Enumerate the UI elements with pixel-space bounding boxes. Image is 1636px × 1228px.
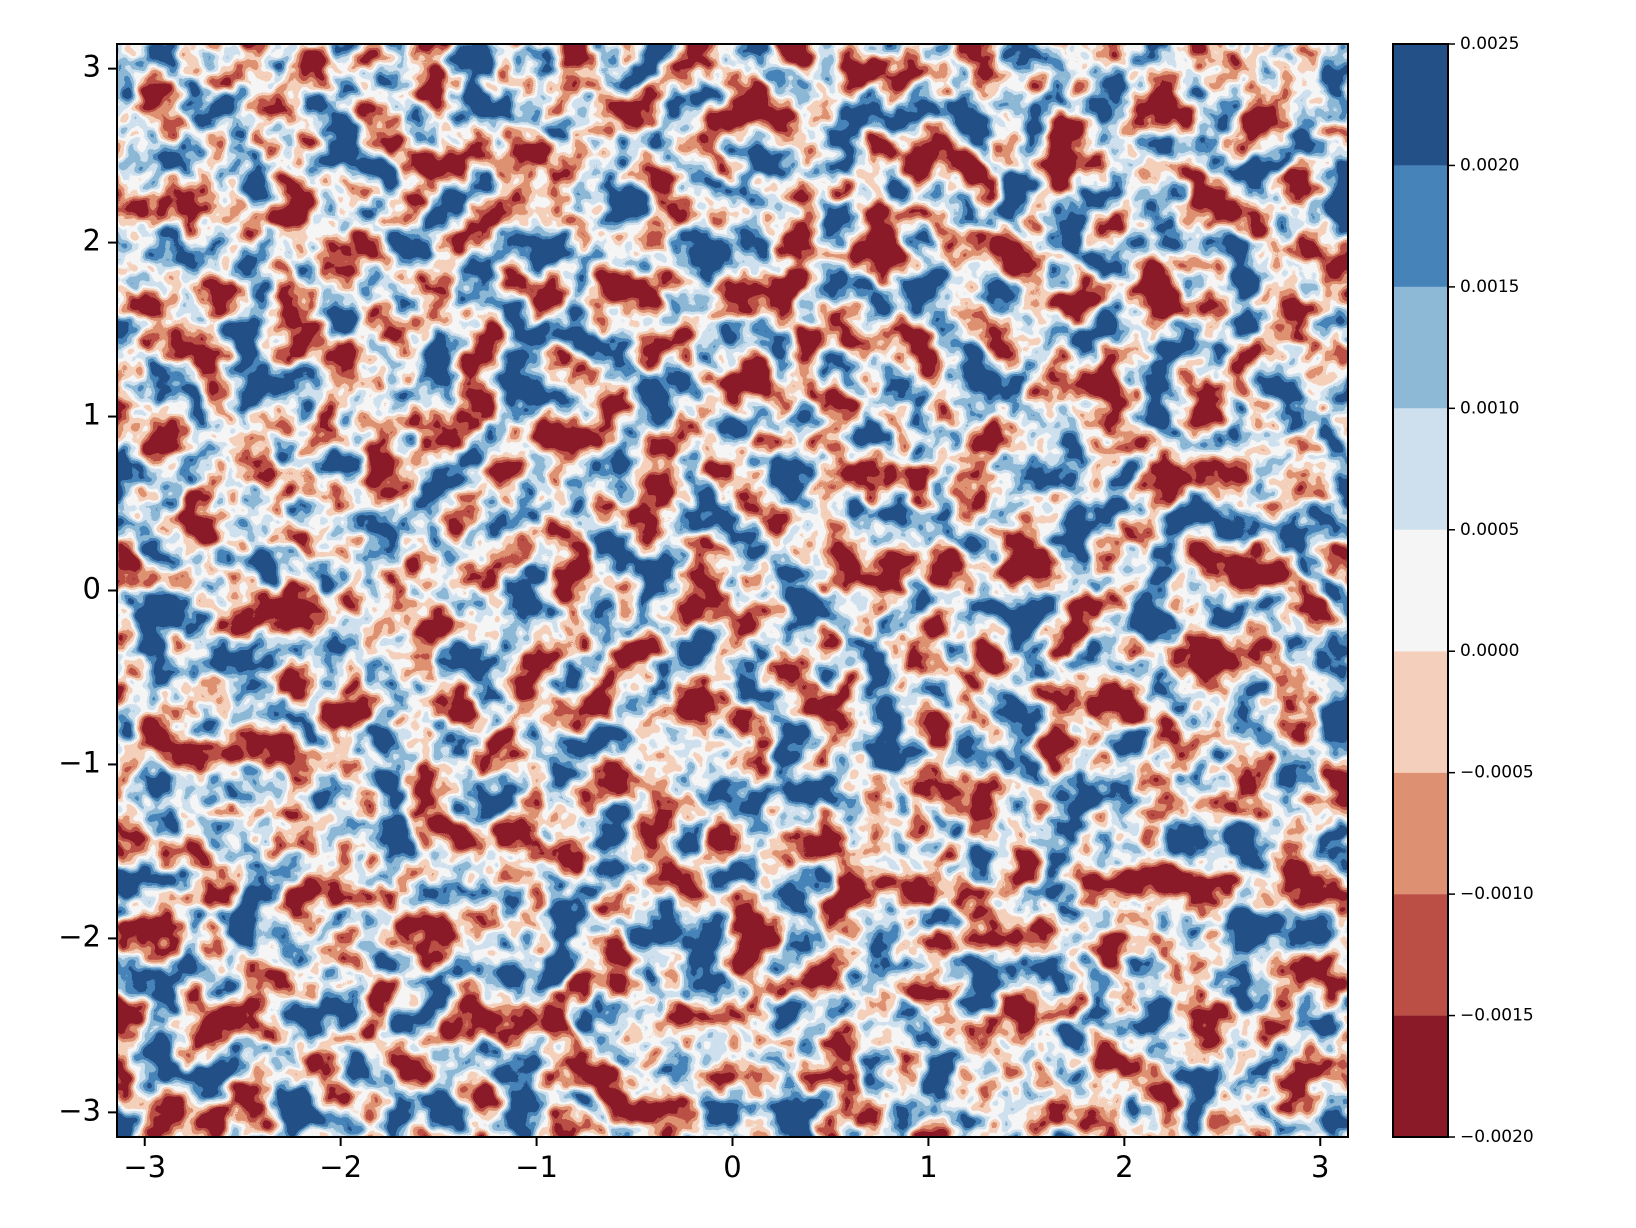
- x-tick-label: 3: [1311, 1150, 1329, 1184]
- y-tick-label: −3: [58, 1093, 101, 1127]
- colorbar-tick-label: 0.0000: [1460, 641, 1519, 661]
- colorbar-tick-label: −0.0005: [1460, 763, 1534, 783]
- colorbar-tick-label: 0.0005: [1460, 520, 1519, 540]
- colorbar-tick-label: 0.0015: [1460, 277, 1519, 297]
- colorbar-band: [1393, 286, 1448, 409]
- x-tick-label: 0: [723, 1150, 741, 1184]
- colorbar-frame: [1392, 43, 1449, 1138]
- colorbar-tick-label: 0.0020: [1460, 155, 1519, 175]
- x-tick-label: −1: [515, 1150, 558, 1184]
- x-tick-label: −3: [123, 1150, 166, 1184]
- y-tick-label: 3: [83, 50, 101, 84]
- x-tick-label: 1: [919, 1150, 937, 1184]
- x-tick-label: −2: [319, 1150, 362, 1184]
- y-tick-label: 1: [83, 398, 101, 432]
- colorbar-band: [1393, 44, 1448, 166]
- colorbar-tick-label: −0.0010: [1460, 884, 1534, 904]
- colorbar-band: [1393, 165, 1448, 287]
- colorbar-tick-label: 0.0025: [1460, 34, 1519, 54]
- y-tick-label: 2: [83, 224, 101, 258]
- field-texture: [117, 44, 1348, 1137]
- colorbar-band: [1393, 772, 1448, 895]
- colorbar-band: [1393, 408, 1448, 530]
- colorbar-tick-label: 0.0010: [1460, 398, 1519, 418]
- colorbar-tick-label: −0.0015: [1460, 1006, 1534, 1026]
- colorbar-band: [1393, 894, 1448, 1016]
- y-tick-label: −1: [58, 745, 101, 779]
- colorbar-tick-label: −0.0020: [1460, 1127, 1534, 1147]
- y-tick-label: 0: [83, 572, 101, 606]
- colorbar-band: [1393, 529, 1448, 652]
- x-tick-label: 2: [1115, 1150, 1133, 1184]
- colorbar-band: [1393, 1015, 1448, 1137]
- colorbar-band: [1393, 651, 1448, 773]
- y-tick-label: −2: [58, 919, 101, 953]
